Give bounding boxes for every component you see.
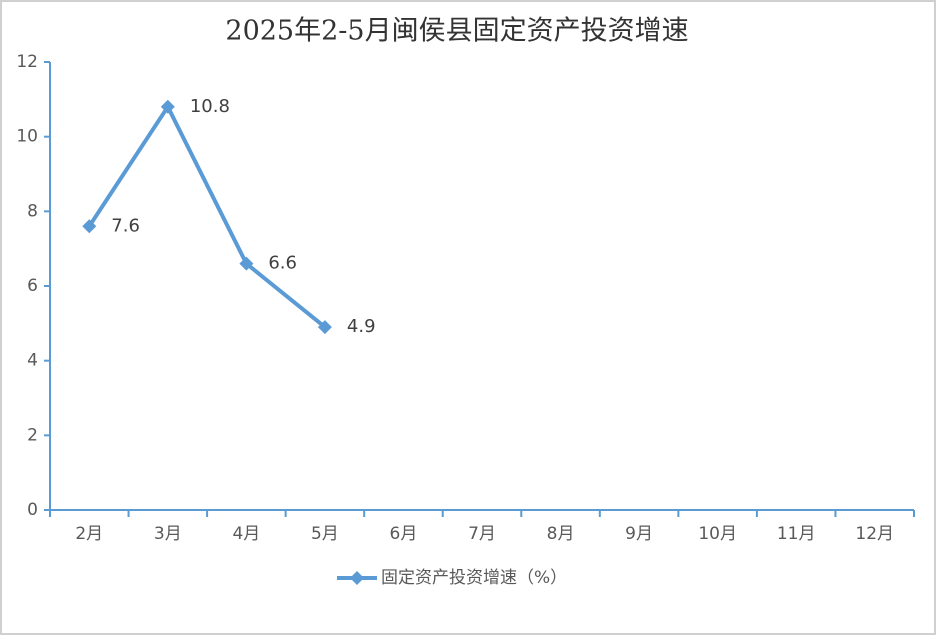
x-tick-label: 10月 — [698, 524, 737, 544]
y-tick-label: 8 — [27, 201, 38, 221]
marker — [317, 320, 332, 335]
y-tick-label: 10 — [16, 127, 38, 147]
x-tick-label: 8月 — [547, 524, 575, 544]
y-tick-label: 12 — [16, 52, 38, 72]
legend-marker — [350, 571, 364, 585]
data-label: 7.6 — [111, 215, 140, 236]
y-tick-label: 0 — [27, 500, 38, 520]
x-tick-label: 11月 — [777, 524, 816, 544]
x-tick-label: 3月 — [154, 524, 182, 544]
data-label: 4.9 — [347, 316, 376, 337]
marker — [239, 256, 254, 271]
x-tick-label: 12月 — [855, 524, 894, 544]
x-tick-label: 4月 — [232, 524, 260, 544]
y-tick-label: 2 — [27, 425, 38, 445]
y-tick-label: 4 — [27, 351, 38, 371]
x-tick-label: 9月 — [625, 524, 653, 544]
y-tick-label: 6 — [27, 276, 38, 296]
marker — [82, 219, 97, 234]
chart-title: 2025年2-5月闽侯县固定资产投资增速 — [225, 16, 688, 47]
x-tick-label: 2月 — [75, 524, 103, 544]
data-label: 10.8 — [190, 96, 230, 117]
data-label: 6.6 — [268, 253, 297, 274]
marker — [160, 99, 175, 114]
legend-label: 固定资产投资增速（%） — [381, 568, 567, 588]
series-line — [87, 104, 327, 329]
x-tick-label: 5月 — [311, 524, 339, 544]
x-tick-label: 6月 — [390, 524, 418, 544]
x-tick-label: 7月 — [468, 524, 496, 544]
